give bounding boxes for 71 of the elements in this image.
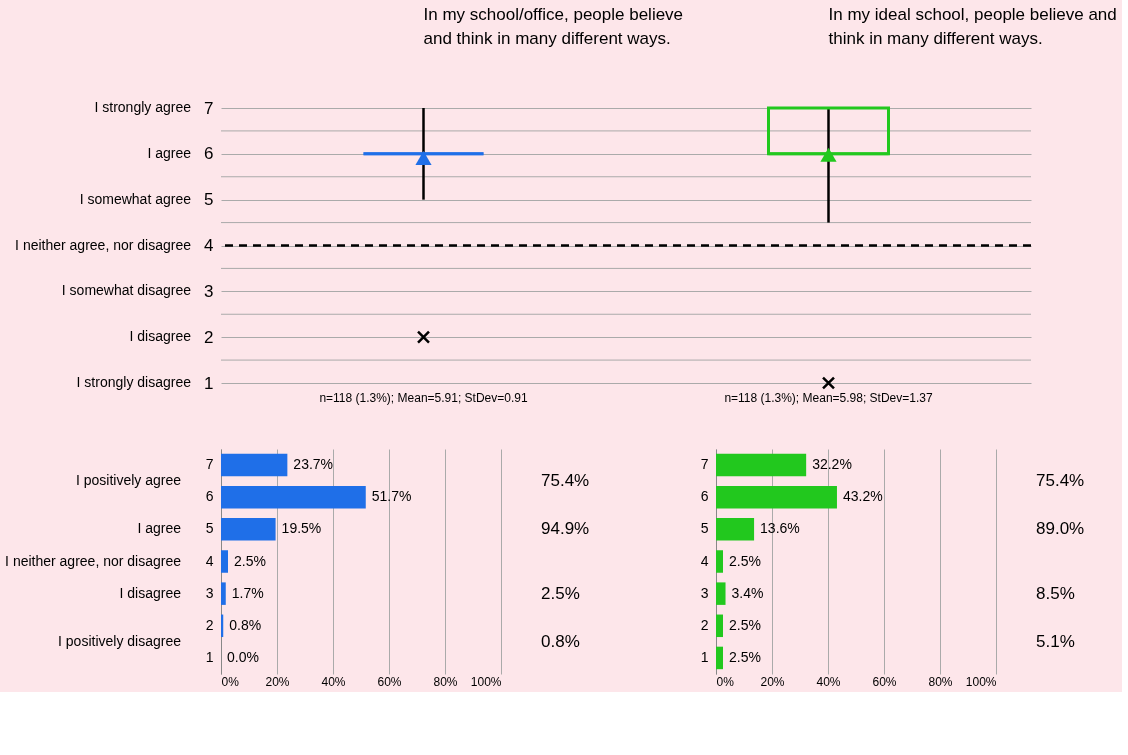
y-tick-label: 6: [205, 488, 214, 505]
y-tick-label: 3: [205, 584, 214, 601]
text: n=118 (1.3%); Mean=5.91; StDev=0.91: [319, 391, 528, 405]
y-tick-label: 5: [205, 520, 214, 537]
y-tick-label: 6: [700, 488, 709, 505]
text: 5.1%: [1036, 631, 1075, 651]
y-tick-label: 1: [204, 373, 214, 393]
data-label: 32.2%: [812, 456, 852, 473]
y-tick-label: 1: [700, 648, 709, 665]
y-tick-label: 3: [700, 584, 709, 601]
y-tick-label: 4: [700, 552, 709, 569]
text: 75.4%: [1036, 471, 1085, 491]
x-tick-label: 20%: [760, 674, 785, 689]
text: I neither agree, nor disagree: [15, 236, 192, 253]
data-label: 1.7%: [231, 584, 264, 601]
y-tick-label: 7: [205, 456, 214, 473]
data-label: 19.5%: [281, 520, 322, 537]
x-tick-label: 80%: [928, 674, 953, 689]
text: I agree: [137, 520, 182, 537]
data-label: 0.0%: [227, 648, 259, 665]
data-label: 23.7%: [293, 456, 334, 473]
y-tick-label: 5: [204, 190, 214, 210]
x-tick-label: 60%: [377, 674, 402, 689]
x-tick-label: 0%: [716, 674, 735, 689]
y-tick-label: 1: [205, 648, 214, 665]
text: I strongly agree: [94, 99, 192, 115]
text: I somewhat disagree: [61, 282, 192, 299]
y-tick-label: 2: [700, 616, 709, 633]
data-label: 2.5%: [729, 648, 761, 665]
data-label: 2.5%: [234, 552, 266, 569]
y-tick-label: 4: [205, 552, 214, 569]
data-label: 43.2%: [842, 488, 883, 505]
text: I neither agree, nor disagree: [5, 552, 182, 569]
x-tick-label: In my school/office, people believe and think in many different ways.: [423, 4, 684, 48]
data-label: 13.6%: [760, 520, 800, 537]
y-tick-label: 2: [205, 616, 214, 633]
text: 89.0%: [1036, 519, 1085, 539]
y-tick-label: 7: [700, 456, 709, 473]
x-tick-label: 0%: [221, 674, 240, 689]
data-label: 2.5%: [729, 552, 761, 569]
text: 0.8%: [541, 631, 580, 651]
x-tick-label: 20%: [265, 674, 290, 689]
data-label: 3.4%: [731, 584, 764, 601]
x-tick-label: 40%: [816, 674, 841, 689]
text: I positively disagree: [58, 632, 182, 649]
text: n=118 (1.3%); Mean=5.98; StDev=1.37: [724, 391, 933, 405]
text: I disagree: [129, 328, 192, 345]
x-tick-label: 60%: [872, 674, 897, 689]
text: 8.5%: [1036, 583, 1075, 603]
text: I somewhat agree: [79, 190, 192, 207]
data-label: 51.7%: [371, 488, 412, 505]
text: I positively agree: [75, 472, 182, 489]
y-tick-label: 4: [204, 236, 214, 255]
data-label: 0.8%: [229, 616, 262, 633]
text: 94.9%: [541, 519, 590, 539]
x-tick-label: 40%: [321, 674, 346, 689]
y-tick-label: 7: [204, 98, 214, 118]
y-tick-label: 2: [204, 327, 214, 347]
text: I strongly disagree: [76, 374, 192, 390]
x-tick-label: 100%: [470, 674, 502, 689]
text: I disagree: [119, 584, 182, 601]
x-tick-label: 100%: [965, 674, 997, 689]
y-tick-label: 6: [204, 144, 214, 164]
text: I agree: [147, 144, 192, 161]
y-tick-label: 3: [204, 281, 214, 301]
text: 2.5%: [541, 583, 580, 603]
x-tick-label: In my ideal school, people believe and think in many different ways.: [828, 4, 1117, 48]
x-tick-label: 80%: [433, 674, 458, 689]
text: 75.4%: [541, 471, 590, 491]
y-tick-label: 5: [700, 520, 709, 537]
data-label: 2.5%: [729, 616, 761, 633]
